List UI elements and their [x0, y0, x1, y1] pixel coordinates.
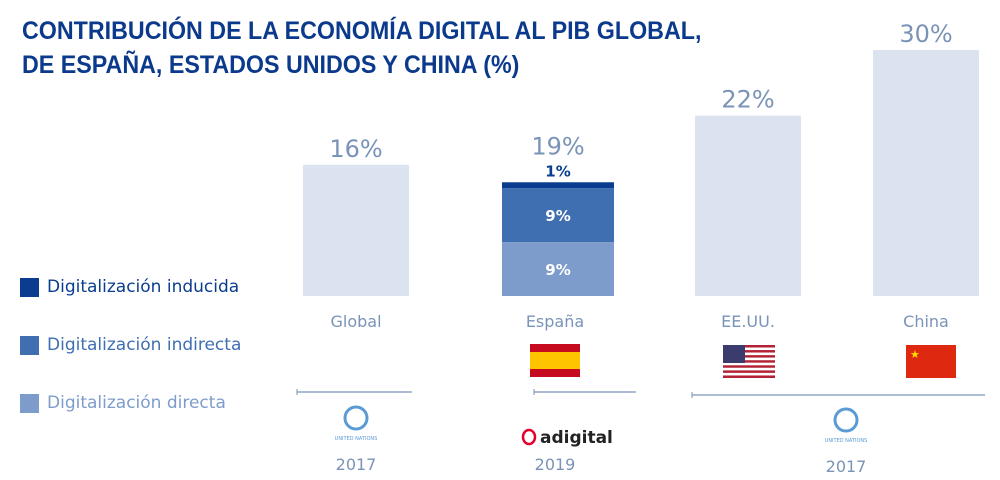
legend-item-inducida: Digitalización inducida	[20, 258, 241, 316]
legend-label: Digitalización directa	[47, 393, 226, 413]
logo-text: UNITED NATIONS	[825, 438, 868, 444]
bar-Global	[303, 164, 409, 296]
united-nations-icon	[833, 407, 859, 433]
legend: Digitalización inducida Digitalización i…	[20, 258, 241, 432]
legend-swatch	[20, 393, 39, 413]
bar-China	[873, 50, 979, 296]
bar-segment-inducida	[502, 182, 614, 189]
spain-flag-icon	[530, 344, 580, 377]
united-nations-icon	[343, 405, 369, 431]
svg-text:★: ★	[910, 348, 920, 361]
legend-label: Digitalización inducida	[47, 277, 240, 297]
usa-flag-icon	[723, 345, 775, 378]
legend-item-directa: Digitalización directa	[20, 374, 241, 432]
total-label: 16%	[329, 135, 382, 163]
legend-swatch	[20, 335, 39, 355]
total-label: 19%	[531, 132, 584, 160]
legend-label: Digitalización indirecta	[47, 335, 242, 355]
source-year: 2019	[535, 455, 576, 474]
legend-item-indirecta: Digitalización indirecta	[20, 316, 241, 374]
category-label: España	[526, 312, 584, 331]
segment-label: 9%	[545, 207, 570, 225]
logo-text: UNITED NATIONS	[335, 436, 378, 442]
title-line-2: DE ESPAÑA, ESTADOS UNIDOS Y CHINA (%)	[22, 51, 520, 79]
chart-title: CONTRIBUCIÓN DE LA ECONOMÍA DIGITAL AL P…	[22, 14, 701, 82]
source-year: 2017	[826, 457, 867, 476]
adigital-icon	[521, 428, 537, 446]
source-year: 2017	[336, 455, 377, 474]
legend-swatch	[20, 277, 39, 297]
china-flag-icon: ★	[906, 345, 956, 378]
category-label: China	[903, 312, 949, 331]
total-label: 22%	[721, 86, 774, 114]
category-label: EE.UU.	[721, 312, 775, 331]
bar-segment-indirecta	[502, 188, 614, 243]
segment-label: 9%	[545, 261, 570, 279]
total-label: 30%	[899, 20, 952, 48]
title-line-1: CONTRIBUCIÓN DE LA ECONOMÍA DIGITAL AL P…	[22, 17, 702, 45]
category-label: Global	[330, 312, 381, 331]
bar-segment-directa	[502, 242, 614, 296]
segment-label: 1%	[545, 162, 570, 180]
logo-text: adigital	[540, 428, 613, 448]
bar-EE.UU.	[695, 115, 801, 296]
